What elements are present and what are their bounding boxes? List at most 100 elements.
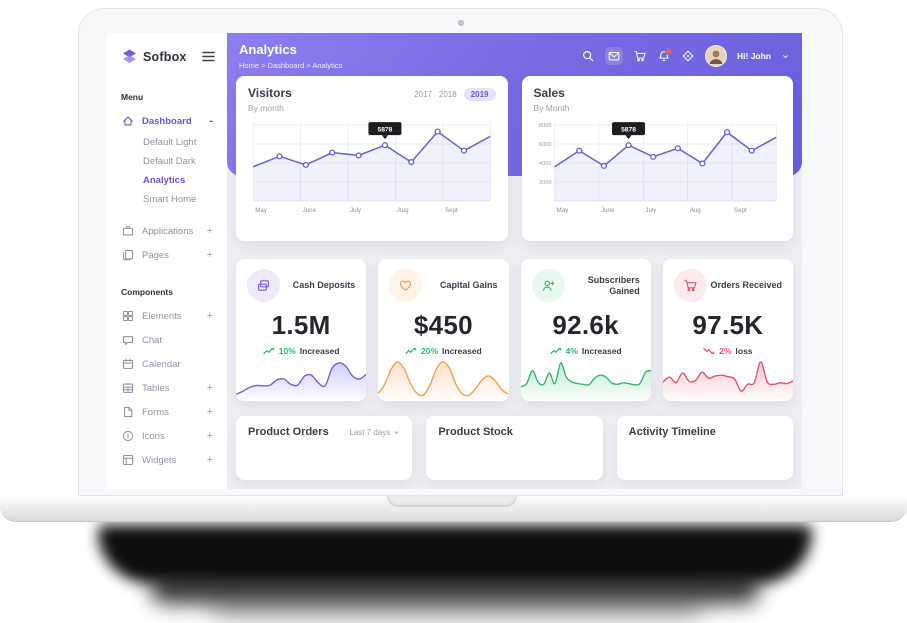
sidebar-item-elements[interactable]: Elements + [107,304,227,328]
sub-item-label: Analytics [143,175,186,186]
stat-value: 97.5K [692,310,764,340]
trend-percent: 2% [719,346,732,356]
year-tab-2017[interactable]: 2017 [414,90,432,99]
trend-percent: 10% [278,346,296,356]
stat-card-cash-deposits: Cash Deposits 1.5M 10% Increased [236,259,367,401]
orders-sparkline [662,361,793,401]
collapse-indicator: - [209,115,213,127]
cart-icon[interactable] [633,49,647,63]
sidebar-item-applications[interactable]: Applications + [107,219,227,243]
sidebar-item-label: Calendar [142,358,181,370]
sidebar-item-default-dark[interactable]: Default Dark [107,152,227,171]
year-tab-2019-active[interactable]: 2019 [463,88,496,101]
date-range-dropdown[interactable]: Last 7 days [349,428,400,437]
logo[interactable]: Sofbox [107,33,227,65]
svg-text:8000: 8000 [538,123,551,129]
expand-indicator: + [206,225,213,237]
laptop-shadow-soft [150,572,760,604]
sidebar-toggle-icon[interactable] [202,51,215,62]
calendar-icon [122,358,134,369]
file-icon [123,406,133,418]
visitors-line-chart[interactable]: May June July Aug Sept 5878 [248,117,496,221]
sofbox-logo-icon [121,48,138,65]
svg-text:May: May [556,207,569,214]
menu-section-label: Menu [121,92,144,102]
sidebar-item-icons[interactable]: Icons + [107,424,227,448]
sidebar-item-forms[interactable]: Forms + [107,400,227,424]
stat-label: Subscribers Gained [587,274,640,296]
year-tab-2018[interactable]: 2018 [438,90,457,99]
bell-icon[interactable] [657,48,672,63]
trend-down-icon [703,347,715,355]
sidebar-item-label: Elements [142,310,182,322]
expand-indicator: + [206,249,213,261]
sidebar-item-chat[interactable]: Chat [107,328,227,352]
sales-line-chart[interactable]: 8000 6000 4000 2000 May June July Aug Sept 5878 [534,117,782,221]
card-title: Product Orders [248,426,329,438]
card-title: Activity Timeline [628,426,716,438]
sidebar-item-pages[interactable]: Pages + [107,243,227,267]
sidebar-item-calendar[interactable]: Calendar [107,352,227,376]
svg-text:Aug: Aug [689,207,700,214]
product-stock-card: Product Stock [426,416,603,480]
table-icon [122,383,134,393]
svg-text:6000: 6000 [538,142,551,148]
svg-text:5878: 5878 [377,127,392,134]
svg-text:June: June [601,207,615,214]
sales-title: Sales [533,86,565,100]
focus-icon[interactable] [681,49,695,63]
sidebar-item-label: Forms [142,406,169,418]
visitors-subtitle: By month [248,103,284,113]
svg-text:2000: 2000 [538,180,551,186]
expand-indicator: + [206,430,213,442]
info-icon [122,430,134,442]
stat-value: $450 [413,310,473,340]
stat-value: 92.6k [552,310,619,340]
stat-card-capital-gains: Capital Gains $450 20% Increased [378,259,509,401]
laptop-shadow-faint [212,598,702,616]
user-menu[interactable]: Hi! John [737,51,771,61]
search-icon[interactable] [581,49,595,63]
svg-text:5878: 5878 [621,127,636,134]
trend-word: Increased [581,346,622,356]
cart-icon [673,269,707,302]
sub-item-label: Smart Home [143,194,197,205]
stat-card-subscribers: Subscribers Gained 92.6k 4% Increased [520,259,651,401]
date-range-label: Last 7 days [349,427,391,437]
sidebar-item-dashboard[interactable]: Dashboard - [107,109,227,133]
trend-percent: 4% [565,346,578,356]
trend-percent: 20% [421,346,439,356]
sidebar-item-analytics[interactable]: Analytics [107,171,227,190]
year-filter: 2017 2018 2019 [414,88,496,101]
laptop-base [0,496,907,522]
sidebar-item-tables[interactable]: Tables + [107,376,227,400]
avatar[interactable] [705,45,727,67]
notification-dot [665,48,672,55]
deposits-icon [247,269,280,302]
sidebar-item-label: Dashboard [142,115,192,127]
chevron-down-icon[interactable] [781,52,790,61]
breadcrumb: Home > Dashboard > Analytics [239,61,343,70]
sidebar-item-widgets[interactable]: Widgets + [107,448,227,472]
stat-label: Capital Gains [439,280,498,291]
stat-label: Orders Received [710,280,782,291]
svg-text:Sept: Sept [445,207,458,214]
trend-word: Increased [299,346,340,356]
mail-icon[interactable] [605,47,623,65]
sidebar: Sofbox Menu Dashboard - Default Light De… [107,33,227,489]
page-title: Analytics [239,42,297,57]
sidebar-item-label: Applications [142,225,194,237]
grid-icon [122,310,134,322]
trend-word: Increased [442,346,482,356]
expand-indicator: + [206,454,213,466]
components-section-label: Components [121,287,173,297]
trend-up-icon [405,347,417,355]
chevron-down-icon [394,430,399,434]
chat-icon [122,336,134,345]
sidebar-item-smart-home[interactable]: Smart Home [107,190,227,209]
svg-text:May: May [255,207,268,214]
sub-item-label: Default Dark [143,156,196,167]
sales-subtitle: By Month [533,103,570,113]
svg-text:4000: 4000 [538,161,551,167]
sidebar-item-default-light[interactable]: Default Light [107,133,227,152]
